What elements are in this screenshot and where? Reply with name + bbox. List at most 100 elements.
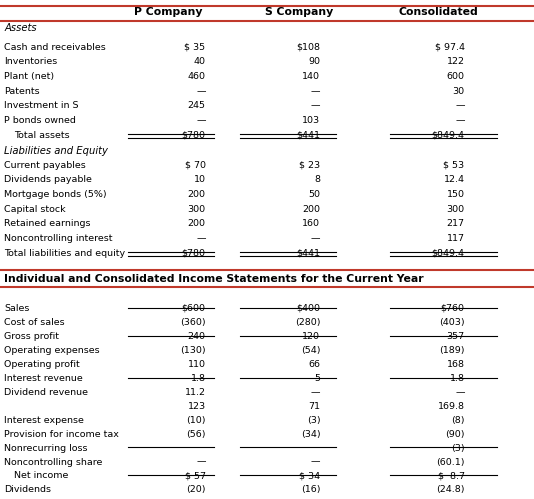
Text: (280): (280) xyxy=(295,318,320,327)
Text: $400: $400 xyxy=(296,304,320,313)
Text: 200: 200 xyxy=(187,220,206,229)
Text: (54): (54) xyxy=(301,346,320,355)
Text: 50: 50 xyxy=(309,190,320,199)
Text: (403): (403) xyxy=(439,318,465,327)
Text: Dividend revenue: Dividend revenue xyxy=(4,388,88,397)
Text: 200: 200 xyxy=(187,190,206,199)
Text: Cash and receivables: Cash and receivables xyxy=(4,42,106,51)
Text: —: — xyxy=(196,116,206,125)
Text: —: — xyxy=(455,101,465,110)
Text: Dividends: Dividends xyxy=(4,486,51,495)
Text: 300: 300 xyxy=(446,205,465,214)
Text: Patents: Patents xyxy=(4,87,40,96)
Text: Cost of sales: Cost of sales xyxy=(4,318,65,327)
Text: Liabilities and Equity: Liabilities and Equity xyxy=(4,146,108,156)
Text: 168: 168 xyxy=(446,360,465,369)
Text: 30: 30 xyxy=(452,87,465,96)
Text: 123: 123 xyxy=(187,402,206,411)
Text: —: — xyxy=(455,388,465,397)
Text: Assets: Assets xyxy=(4,23,37,33)
Text: (60.1): (60.1) xyxy=(436,458,465,467)
Text: $441: $441 xyxy=(296,249,320,258)
Text: 1.8: 1.8 xyxy=(191,374,206,383)
Text: 200: 200 xyxy=(302,205,320,214)
Text: 40: 40 xyxy=(194,57,206,66)
Text: Individual and Consolidated Income Statements for the Current Year: Individual and Consolidated Income State… xyxy=(4,274,424,284)
Text: Interest revenue: Interest revenue xyxy=(4,374,83,383)
Text: $780: $780 xyxy=(182,131,206,140)
Text: $441: $441 xyxy=(296,131,320,140)
Text: $ 34: $ 34 xyxy=(299,472,320,481)
Text: Plant (net): Plant (net) xyxy=(4,72,54,81)
Text: (10): (10) xyxy=(186,416,206,425)
Text: Noncontrolling share: Noncontrolling share xyxy=(4,458,103,467)
Text: $ 70: $ 70 xyxy=(185,161,206,170)
Text: $ 23: $ 23 xyxy=(299,161,320,170)
Text: 120: 120 xyxy=(302,332,320,341)
Text: (3): (3) xyxy=(451,444,465,453)
Text: —: — xyxy=(311,444,320,453)
Text: 10: 10 xyxy=(194,175,206,184)
Text: Investment in S: Investment in S xyxy=(4,101,79,110)
Text: Total assets: Total assets xyxy=(14,131,69,140)
Text: 217: 217 xyxy=(446,220,465,229)
Text: 460: 460 xyxy=(187,72,206,81)
Text: $780: $780 xyxy=(182,249,206,258)
Text: 5: 5 xyxy=(315,374,320,383)
Text: $ 57: $ 57 xyxy=(185,472,206,481)
Text: (24.8): (24.8) xyxy=(436,486,465,495)
Text: 150: 150 xyxy=(446,190,465,199)
Text: $  8.7: $ 8.7 xyxy=(437,472,465,481)
Text: (20): (20) xyxy=(186,486,206,495)
Text: —: — xyxy=(196,87,206,96)
Text: $600: $600 xyxy=(182,304,206,313)
Text: Consolidated: Consolidated xyxy=(398,7,478,17)
Text: (8): (8) xyxy=(451,416,465,425)
Text: $ 35: $ 35 xyxy=(184,42,206,51)
Text: 300: 300 xyxy=(187,205,206,214)
Text: 169.8: 169.8 xyxy=(437,402,465,411)
Text: —: — xyxy=(311,234,320,243)
Text: Capital stock: Capital stock xyxy=(4,205,66,214)
Text: S Company: S Company xyxy=(265,7,333,17)
Text: 117: 117 xyxy=(446,234,465,243)
Text: $849.4: $849.4 xyxy=(431,131,465,140)
Text: —: — xyxy=(311,388,320,397)
Text: (90): (90) xyxy=(445,430,465,439)
Text: $849.4: $849.4 xyxy=(431,249,465,258)
Text: P Company: P Company xyxy=(134,7,202,17)
Text: 110: 110 xyxy=(187,360,206,369)
Text: 122: 122 xyxy=(446,57,465,66)
Text: Gross profit: Gross profit xyxy=(4,332,59,341)
Text: —: — xyxy=(196,444,206,453)
Text: (130): (130) xyxy=(180,346,206,355)
Text: $108: $108 xyxy=(296,42,320,51)
Text: (16): (16) xyxy=(301,486,320,495)
Text: Inventories: Inventories xyxy=(4,57,58,66)
Text: $760: $760 xyxy=(441,304,465,313)
Text: 160: 160 xyxy=(302,220,320,229)
Text: Mortgage bonds (5%): Mortgage bonds (5%) xyxy=(4,190,107,199)
Text: —: — xyxy=(196,234,206,243)
Text: Net income: Net income xyxy=(14,472,68,481)
Text: $ 97.4: $ 97.4 xyxy=(435,42,465,51)
Text: 11.2: 11.2 xyxy=(185,388,206,397)
Text: —: — xyxy=(311,87,320,96)
Text: Dividends payable: Dividends payable xyxy=(4,175,92,184)
Text: —: — xyxy=(196,458,206,467)
Text: 90: 90 xyxy=(309,57,320,66)
Text: Operating profit: Operating profit xyxy=(4,360,80,369)
Text: —: — xyxy=(455,116,465,125)
Text: 71: 71 xyxy=(309,402,320,411)
Text: 1.8: 1.8 xyxy=(450,374,465,383)
Text: 12.4: 12.4 xyxy=(444,175,465,184)
Text: 66: 66 xyxy=(309,360,320,369)
Text: Interest expense: Interest expense xyxy=(4,416,84,425)
Text: —: — xyxy=(311,458,320,467)
Text: Sales: Sales xyxy=(4,304,30,313)
Text: (189): (189) xyxy=(439,346,465,355)
Text: Noncontrolling interest: Noncontrolling interest xyxy=(4,234,113,243)
Text: Retained earnings: Retained earnings xyxy=(4,220,91,229)
Text: (56): (56) xyxy=(186,430,206,439)
Text: (34): (34) xyxy=(301,430,320,439)
